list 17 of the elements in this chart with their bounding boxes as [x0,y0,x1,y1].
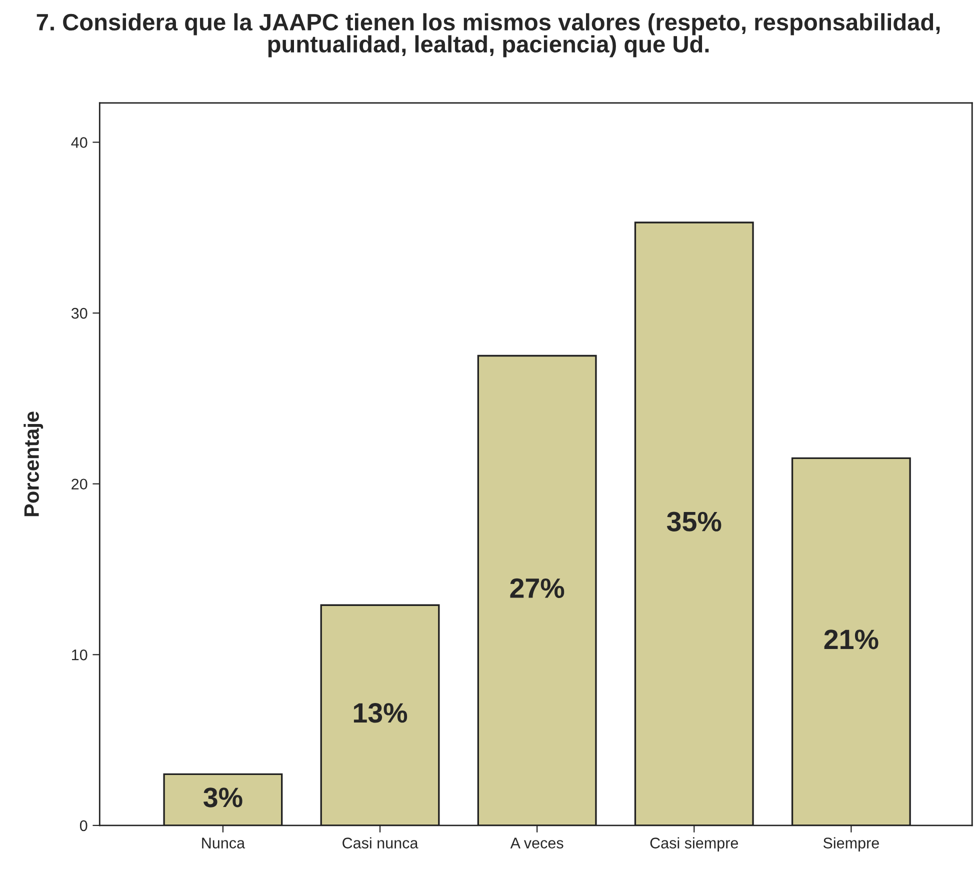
data-label: 21% [824,630,878,650]
y-tick-label: 30 [71,308,88,319]
data-label: 35% [666,512,722,532]
data-label: 3% [204,788,242,808]
y-axis-title: Porcentaje [24,412,44,516]
y-tick-label: 40 [71,137,88,148]
x-tick-label: Nunca [202,838,246,848]
data-label: 13% [354,703,408,723]
y-tick-label: 0 [80,820,88,832]
x-tick-label: Siempre [823,837,879,852]
x-tick-label: Casi siempre [650,837,738,852]
x-tick-label: A veces [510,838,564,848]
data-label: 27% [510,578,564,598]
y-tick-label: 20 [72,478,88,490]
x-tick-label: Casi nunca [342,837,418,848]
y-tick-label: 10 [72,650,88,660]
chart-title: 7. Considera que la JAAPC tienen los mismos valores (respeto, responsabilidad, puntualidad, lealtad, paciencia) que Ud. [36,13,940,58]
